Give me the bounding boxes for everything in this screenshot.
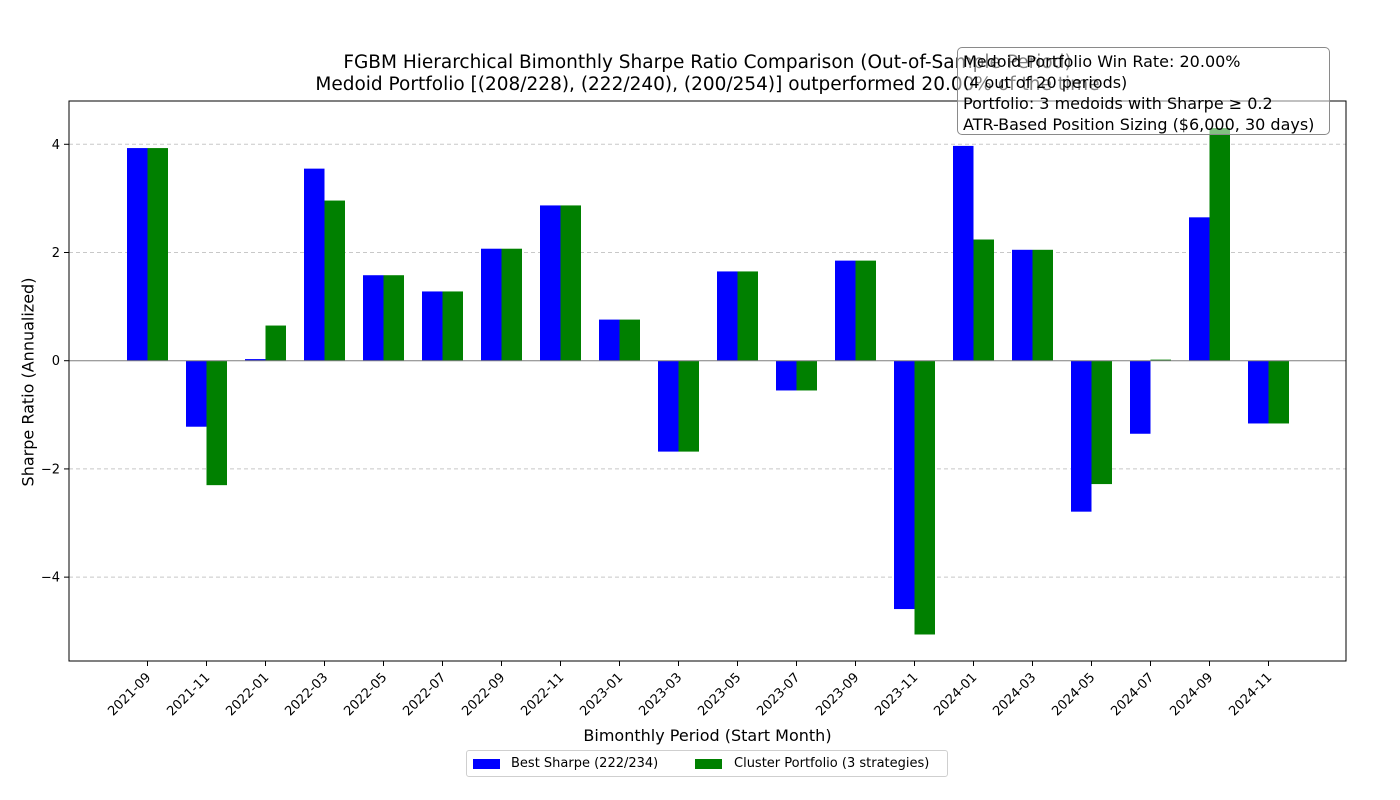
legend-label-cluster-portfolio: Cluster Portfolio (3 strategies) — [734, 756, 930, 771]
bar-best-sharpe — [953, 145, 974, 361]
bar-best-sharpe — [776, 360, 797, 391]
annotation-line: ATR-Based Position Sizing ($6,000, 30 da… — [963, 115, 1315, 134]
x-tick-label: 2021-11 — [164, 670, 213, 719]
bar-best-sharpe — [1012, 249, 1033, 361]
legend-swatch-best-sharpe — [473, 759, 500, 769]
legend-label-best-sharpe: Best Sharpe (222/234) — [511, 756, 659, 771]
x-tick-label: 2024-07 — [1108, 670, 1157, 719]
x-axis-ticks: 2021-09 2021-11 2022-01 2022-03 2022-05 2022-… — [105, 661, 1275, 719]
bar-best-sharpe — [717, 271, 738, 361]
bar-cluster-portfolio — [206, 360, 227, 486]
bar-best-sharpe — [304, 168, 325, 361]
x-tick-label: 2024-01 — [931, 670, 980, 719]
legend-swatch-cluster-portfolio — [695, 759, 722, 769]
bar-best-sharpe — [1130, 360, 1151, 434]
x-tick-label: 2024-11 — [1226, 670, 1275, 719]
bar-best-sharpe — [363, 275, 384, 361]
x-axis-label: Bimonthly Period (Start Month) — [583, 726, 831, 745]
bar-best-sharpe — [245, 359, 266, 361]
y-tick-label: −4 — [41, 571, 60, 586]
y-axis-label: Sharpe Ratio (Annualized) — [19, 278, 38, 487]
chart-title: FGBM Hierarchical Bimonthly Sharpe Ratio… — [343, 52, 1072, 73]
chart-subtitle: Medoid Portfolio [(208/228), (222/240), … — [315, 74, 1100, 95]
bar-cluster-portfolio — [324, 200, 345, 361]
bar-cluster-portfolio — [737, 271, 758, 361]
x-tick-label: 2023-05 — [695, 670, 744, 719]
x-tick-label: 2022-03 — [282, 670, 331, 719]
win-rate-annotation-box: Medoid Portfolio Win Rate: 20.00% (4 out… — [957, 47, 1330, 135]
bar-cluster-portfolio — [914, 360, 935, 635]
bar-best-sharpe — [481, 248, 502, 361]
bar-best-sharpe — [540, 205, 561, 361]
x-tick-label: 2023-07 — [754, 670, 803, 719]
bar-best-sharpe — [599, 319, 620, 361]
bar-cluster-portfolio — [147, 148, 168, 361]
bar-cluster-portfolio — [1032, 249, 1053, 361]
annotation-line: Portfolio: 3 medoids with Sharpe ≥ 0.2 — [963, 94, 1273, 113]
x-tick-label: 2022-07 — [400, 670, 449, 719]
bar-cluster-portfolio — [1268, 360, 1289, 424]
bar-best-sharpe — [186, 360, 207, 427]
bar-cluster-portfolio — [619, 319, 640, 361]
bar-cluster-portfolio — [265, 325, 286, 361]
gridlines — [69, 143, 1346, 578]
legend: Best Sharpe (222/234) Cluster Portfolio … — [466, 750, 948, 777]
plot-frame — [68, 100, 1347, 662]
x-tick-label: 2022-09 — [459, 670, 508, 719]
x-tick-label: 2024-05 — [1049, 670, 1098, 719]
y-axis-ticks: −4 −2 0 2 4 — [41, 138, 69, 586]
x-tick-label: 2023-01 — [577, 670, 626, 719]
annotation-line: (4 out of 20 periods) — [963, 73, 1128, 92]
bar-best-sharpe — [422, 291, 443, 361]
bar-cluster-portfolio — [383, 275, 404, 361]
x-tick-label: 2023-03 — [636, 670, 685, 719]
bar-best-sharpe — [835, 260, 856, 361]
x-tick-label: 2022-01 — [223, 670, 272, 719]
bar-cluster-portfolio — [855, 260, 876, 361]
bar-series — [127, 128, 1289, 635]
x-tick-label: 2023-11 — [872, 670, 921, 719]
bar-cluster-portfolio — [973, 239, 994, 361]
bar-cluster-portfolio — [796, 360, 817, 391]
x-tick-label: 2024-03 — [990, 670, 1039, 719]
x-tick-label: 2023-09 — [813, 670, 862, 719]
bar-best-sharpe — [1071, 360, 1092, 512]
bar-best-sharpe — [1248, 360, 1269, 424]
x-tick-label: 2024-09 — [1167, 670, 1216, 719]
y-tick-label: 4 — [52, 138, 60, 153]
bar-cluster-portfolio — [1091, 360, 1112, 485]
y-tick-label: 2 — [52, 246, 60, 261]
bar-best-sharpe — [658, 360, 679, 452]
annotation-line: Medoid Portfolio Win Rate: 20.00% — [963, 52, 1241, 71]
bar-cluster-portfolio — [1150, 359, 1171, 361]
y-tick-label: −2 — [41, 462, 60, 477]
x-tick-label: 2022-11 — [518, 670, 567, 719]
bar-best-sharpe — [1189, 217, 1210, 361]
bar-cluster-portfolio — [442, 291, 463, 361]
bar-cluster-portfolio — [560, 205, 581, 361]
y-tick-label: 0 — [52, 354, 60, 369]
bar-cluster-portfolio — [1209, 128, 1230, 361]
bar-best-sharpe — [127, 148, 148, 361]
x-tick-label: 2021-09 — [105, 670, 154, 719]
x-tick-label: 2022-05 — [341, 670, 390, 719]
bar-cluster-portfolio — [501, 248, 522, 361]
bar-cluster-portfolio — [678, 360, 699, 452]
bar-best-sharpe — [894, 360, 915, 610]
